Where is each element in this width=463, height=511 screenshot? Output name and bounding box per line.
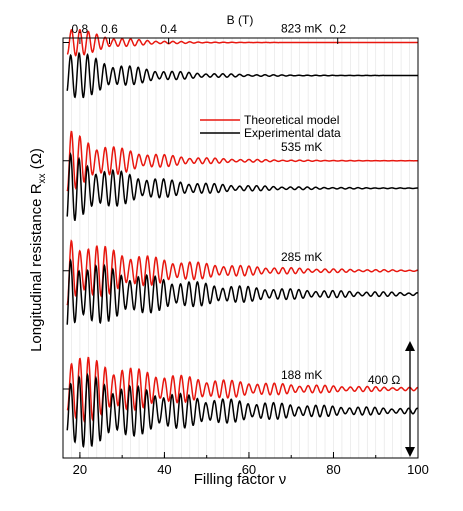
- temperature-label: 188 mK: [281, 368, 322, 382]
- y-axis-title: Longitudinal resistance Rxx (Ω): [28, 148, 48, 352]
- curves-group: [66, 28, 419, 449]
- curve-experiment: [66, 152, 418, 221]
- left-axis-ticks: [63, 42, 69, 390]
- curve-theory: [66, 130, 418, 192]
- scale-bar-arrow-up: [405, 341, 415, 351]
- top-axis-title: B (T): [227, 13, 254, 27]
- x-tick-label: 40: [157, 462, 171, 477]
- plot-frame: [62, 37, 419, 459]
- x-tick-label: 80: [326, 462, 340, 477]
- bottom-axis: 20 40 60 80 100: [73, 452, 429, 477]
- temperature-label: 535 mK: [281, 140, 322, 154]
- x-tick-label: 20: [73, 462, 87, 477]
- top-axis: 0.8 0.6 0.4 0.2: [72, 22, 346, 44]
- legend-label-theory: Theoretical model: [244, 113, 339, 127]
- x-tick-label: 60: [242, 462, 256, 477]
- temperature-labels: 823 mK 535 mK 285 mK 188 mK: [281, 22, 322, 383]
- y-axis-title-main: Longitudinal resistance R: [28, 183, 45, 352]
- legend: Theoretical model Experimental data: [200, 113, 341, 140]
- top-tick-label: 0.2: [329, 22, 346, 36]
- scale-bar-label: 400 Ω: [368, 373, 400, 387]
- scale-bar-arrow-down: [405, 447, 415, 457]
- top-tick-label: 0.8: [72, 22, 89, 36]
- curve-theory: [66, 239, 418, 306]
- temperature-label: 285 mK: [281, 250, 322, 264]
- temperature-label: 823 mK: [281, 22, 322, 36]
- top-tick-label: 0.6: [101, 22, 118, 36]
- curve-experiment: [66, 51, 418, 99]
- curve-theory: [66, 28, 418, 57]
- curve-experiment: [66, 372, 419, 449]
- legend-label-experiment: Experimental data: [244, 126, 341, 140]
- x-axis-title: Filling factor ν: [194, 471, 287, 488]
- x-tick-label: 100: [407, 462, 429, 477]
- top-tick-label: 0.4: [160, 22, 177, 36]
- y-axis-title-subscript: xx: [37, 173, 48, 183]
- scale-bar: 400 Ω: [368, 341, 415, 457]
- y-axis-title-unit: (Ω): [28, 148, 45, 173]
- curve-theory: [66, 356, 419, 424]
- curve-experiment: [66, 258, 419, 325]
